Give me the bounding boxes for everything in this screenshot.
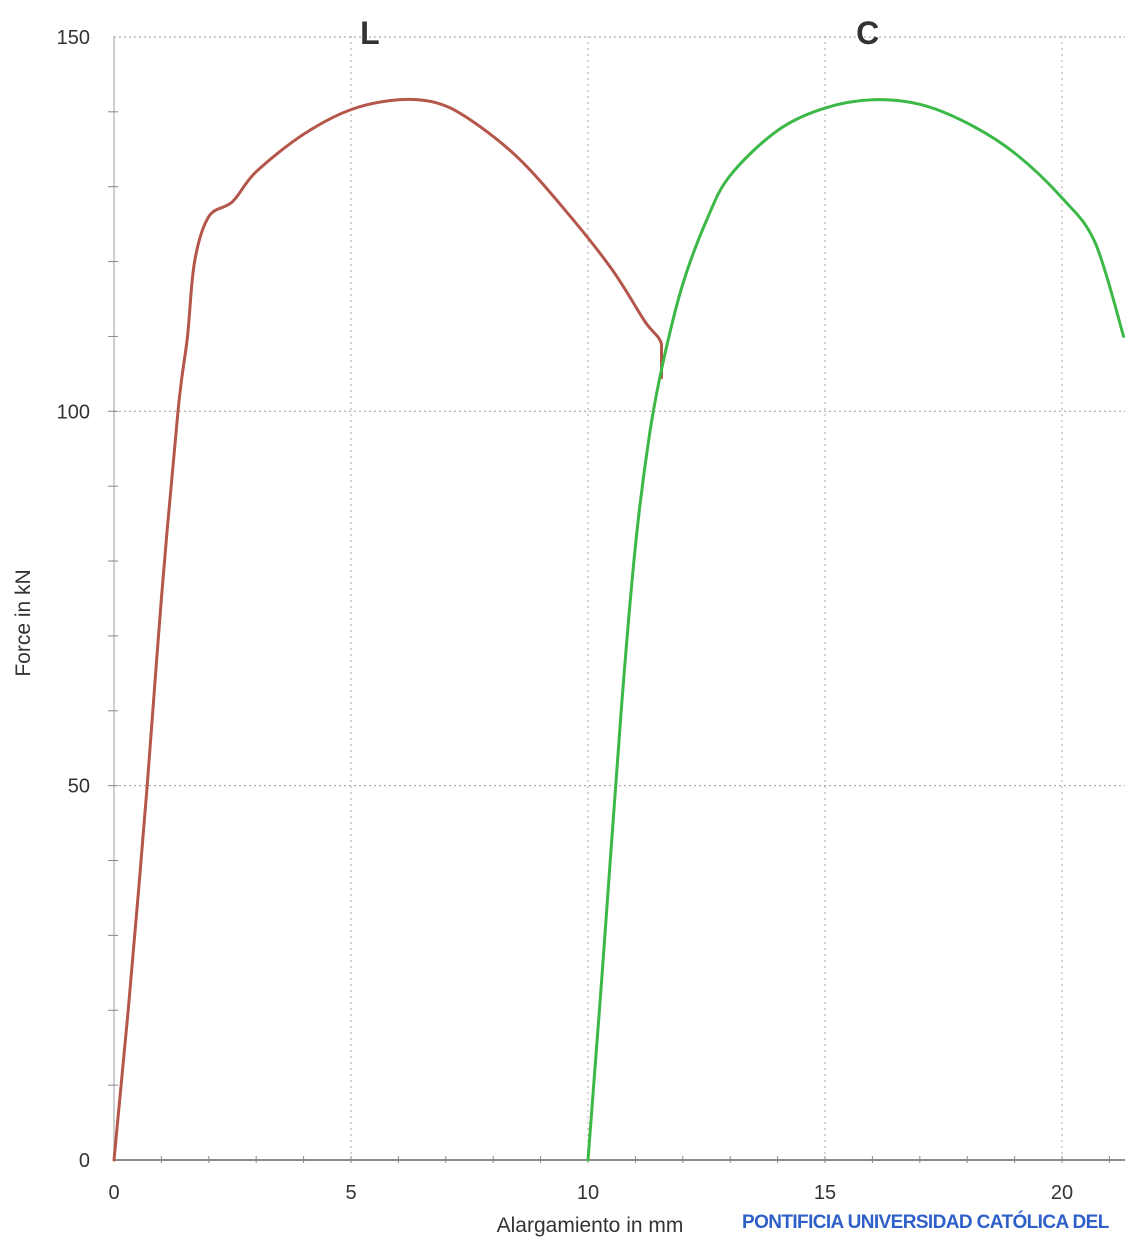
series-label-l: L	[360, 15, 380, 51]
y-tick-label: 50	[68, 776, 90, 798]
series-line-l	[112, 97, 663, 1162]
y-axis-label: Force in kN	[12, 569, 35, 676]
university-watermark: PONTIFICIA UNIVERSIDAD CATÓLICA DEL	[742, 1211, 1110, 1233]
x-tick-label: 10	[577, 1182, 599, 1204]
grid-lines	[114, 36, 1125, 1160]
axis-ticks: 0 50 100 150 0 5 10 15 20	[57, 27, 1110, 1204]
x-tick-label: 15	[814, 1182, 836, 1204]
x-tick-label: 0	[108, 1182, 119, 1204]
series-label-c: C	[856, 15, 879, 51]
y-tick-label: 0	[79, 1150, 90, 1172]
x-tick-label: 5	[345, 1182, 356, 1204]
series-lines	[112, 97, 1125, 1162]
chart-labels: Force in kN Alargamiento in mm PONTIFICI…	[12, 15, 1110, 1237]
x-tick-label: 20	[1051, 1182, 1073, 1204]
y-tick-label: 150	[57, 27, 90, 49]
y-tick-label: 100	[57, 401, 90, 423]
series-line-c	[586, 98, 1125, 1162]
x-axis-label: Alargamiento in mm	[497, 1214, 684, 1237]
axes	[113, 36, 1125, 1161]
